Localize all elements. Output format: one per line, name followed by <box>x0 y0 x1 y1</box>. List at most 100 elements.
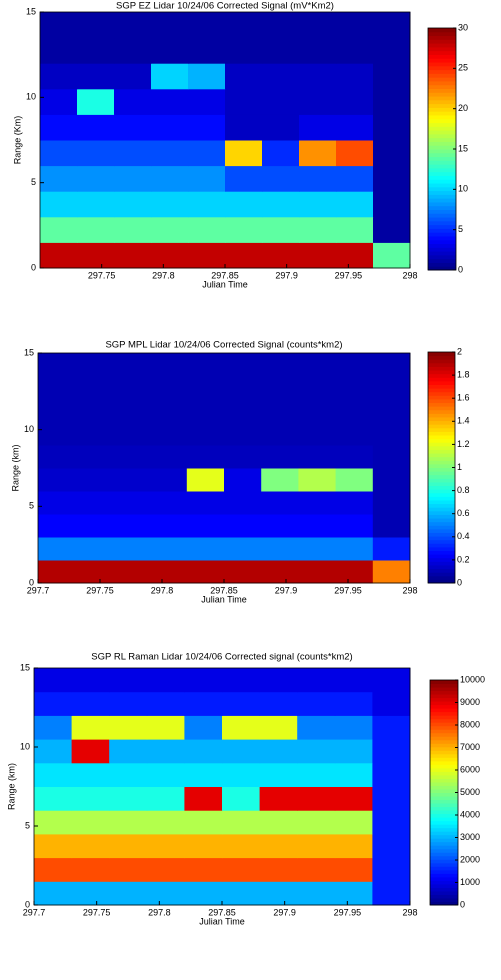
heatmap-cell <box>297 786 336 811</box>
heatmap-cell <box>112 514 151 538</box>
colorbar-segment <box>428 398 455 404</box>
heatmap-cell <box>109 691 148 716</box>
colorbar-segment <box>428 217 456 222</box>
heatmap-cell <box>188 37 226 64</box>
heatmap-cell <box>184 786 223 811</box>
heatmap-cell <box>261 468 299 492</box>
colorbar-segment <box>428 575 455 580</box>
colorbar-segment <box>430 862 458 867</box>
colorbar-segment <box>428 380 455 385</box>
heatmap-cell <box>299 88 337 115</box>
heatmap-cell <box>299 37 337 64</box>
heatmap-cell <box>184 739 223 764</box>
colorbar-segment <box>428 352 455 357</box>
colorbar-segment <box>430 859 458 864</box>
colorbar-segment <box>428 239 456 245</box>
heatmap-cell <box>75 353 113 377</box>
colorbar-tick-label: 10000 <box>460 674 485 684</box>
heatmap-cell <box>261 376 299 400</box>
colorbar-segment <box>430 831 458 836</box>
colorbar-segment <box>428 111 456 116</box>
heatmap-cell <box>334 833 373 859</box>
heatmap-cell <box>71 857 110 882</box>
heatmap-cell <box>151 37 189 64</box>
colorbar-segment <box>428 175 456 180</box>
heatmap-cell <box>299 12 337 39</box>
colorbar-segment <box>428 416 455 422</box>
heatmap-cell <box>186 353 225 377</box>
heatmap-cell <box>335 376 374 400</box>
x-tick-label: 297.95 <box>335 270 363 280</box>
colorbar-segment <box>428 362 455 367</box>
heatmap-cell <box>109 881 148 906</box>
heatmap-cell <box>222 668 261 693</box>
colorbar-tick-label: 0 <box>460 899 465 909</box>
heatmap-cell <box>109 786 148 811</box>
heatmap-cell <box>334 715 373 740</box>
heatmap-cell <box>262 12 300 39</box>
colorbar-segment <box>430 725 458 730</box>
heatmap-cell <box>299 63 337 90</box>
heatmap-cell <box>334 739 373 764</box>
heatmap-cell <box>334 857 373 882</box>
heatmap-cell <box>373 140 411 167</box>
heatmap-cell <box>149 353 188 377</box>
colorbar-segment <box>430 701 458 706</box>
heatmap-cell <box>335 445 374 469</box>
heatmap-cell <box>75 376 113 400</box>
colorbar-segment <box>428 205 456 210</box>
colorbar-segment <box>428 160 456 165</box>
colorbar-tick-label: 5000 <box>460 787 480 797</box>
heatmap-cell <box>112 422 151 446</box>
heatmap-cell <box>186 422 225 446</box>
colorbar-segment <box>428 213 456 218</box>
heatmap-cell <box>40 63 78 90</box>
heatmap-cell <box>373 12 411 39</box>
heatmap-cell <box>77 216 115 243</box>
heatmap-cell <box>151 242 189 269</box>
heatmap-cell <box>77 88 115 115</box>
colorbar-segment <box>428 224 456 229</box>
y-tick-label: 15 <box>20 662 30 672</box>
colorbar-segment <box>428 514 455 519</box>
colorbar-segment <box>428 496 455 501</box>
heatmap-cell <box>77 242 115 269</box>
heatmap-cell <box>373 37 411 64</box>
heatmap-cell <box>334 786 373 811</box>
heatmap-cell <box>373 114 411 141</box>
heatmap-cell <box>298 491 337 515</box>
heatmap-cell <box>298 422 337 446</box>
x-tick-label: 297.7 <box>23 907 46 917</box>
heatmap-cell <box>38 376 76 400</box>
heatmap-cell <box>259 857 298 882</box>
colorbar-segment <box>428 510 455 515</box>
heatmap-cell <box>184 762 223 787</box>
colorbar-segment <box>428 164 456 169</box>
colorbar-tick-label: 15 <box>458 143 468 153</box>
heatmap-cell <box>34 810 73 835</box>
heatmap-cell <box>297 762 336 787</box>
heatmap-cell <box>372 739 411 764</box>
colorbar-segment <box>430 827 458 832</box>
colorbar-tick-label: 0 <box>457 577 462 587</box>
colorbar-segment <box>428 492 455 497</box>
heatmap-cell <box>298 353 337 377</box>
colorbar-segment <box>428 413 455 418</box>
heatmap-cell <box>372 762 411 787</box>
heatmap-cell <box>298 376 337 400</box>
colorbar-tick-label: 8000 <box>460 719 480 729</box>
heatmap-cell <box>373 191 411 218</box>
heatmap-cell <box>75 491 113 515</box>
colorbar-segment <box>428 92 456 97</box>
colorbar-segment <box>430 803 458 808</box>
heatmap-cell <box>335 537 374 561</box>
colorbar-segment <box>428 481 455 487</box>
colorbar-segment <box>428 388 455 393</box>
colorbar-segment <box>428 96 456 101</box>
heatmap-cell <box>259 668 298 693</box>
heatmap-cell <box>146 833 185 859</box>
heatmap-cell <box>149 537 188 561</box>
heatmap-cell <box>151 140 189 167</box>
colorbar-segment <box>430 715 458 720</box>
